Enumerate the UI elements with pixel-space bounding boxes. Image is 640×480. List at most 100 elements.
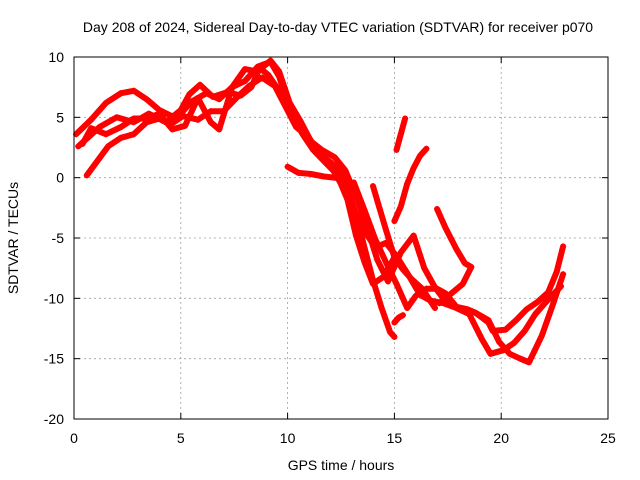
data-point	[382, 259, 389, 266]
x-tick-label: 20	[493, 430, 509, 446]
data-point	[361, 259, 368, 266]
data-point	[513, 317, 520, 324]
data-point	[391, 254, 398, 261]
x-tick-label: 25	[600, 430, 616, 446]
data-point	[361, 227, 368, 234]
data-point	[506, 350, 513, 357]
data-point	[117, 90, 124, 97]
data-point	[391, 319, 398, 326]
data-point	[370, 183, 377, 190]
data-point	[316, 150, 323, 157]
data-point	[502, 326, 509, 333]
data-point	[117, 123, 124, 130]
data-point	[391, 218, 398, 225]
data-point	[410, 232, 417, 239]
data-point	[130, 87, 137, 94]
data-point	[436, 300, 443, 307]
data-point	[186, 91, 193, 98]
data-point	[560, 271, 567, 278]
data-point	[350, 206, 357, 213]
data-point	[404, 180, 411, 187]
data-point	[320, 173, 327, 180]
data-point	[194, 116, 201, 123]
data-point	[404, 304, 411, 311]
data-series	[73, 57, 567, 366]
data-point	[376, 204, 383, 211]
data-point	[434, 285, 441, 292]
data-point	[461, 260, 468, 267]
data-point	[553, 268, 560, 275]
data-point	[487, 350, 494, 357]
data-point	[276, 68, 283, 75]
data-point	[453, 303, 460, 310]
chart-title: Day 208 of 2024, Sidereal Day-to-day VTE…	[83, 19, 593, 35]
data-point	[130, 115, 137, 122]
data-point	[342, 174, 349, 181]
data-point	[241, 66, 248, 73]
data-point	[182, 122, 189, 129]
x-tick-label: 5	[177, 430, 185, 446]
data-point	[453, 245, 460, 252]
data-point	[308, 171, 315, 178]
data-point	[534, 298, 541, 305]
y-tick-label: 5	[56, 109, 64, 125]
data-point	[103, 99, 110, 106]
data-point	[421, 265, 428, 272]
data-point	[384, 278, 391, 285]
data-point	[246, 82, 253, 89]
data-point	[521, 327, 528, 334]
y-tick-label: 0	[56, 170, 64, 186]
data-point	[472, 309, 479, 316]
x-tick-label: 10	[280, 430, 296, 446]
y-tick-label: -20	[44, 411, 64, 427]
data-point	[387, 329, 394, 336]
data-point	[105, 143, 112, 150]
data-point	[545, 296, 552, 303]
data-point	[478, 336, 485, 343]
data-point	[393, 280, 400, 287]
data-point	[361, 207, 368, 214]
data-point	[267, 57, 274, 64]
data-point	[254, 68, 261, 75]
data-point	[397, 203, 404, 210]
data-point	[378, 304, 385, 311]
data-point	[229, 84, 236, 91]
data-point	[395, 314, 402, 321]
data-point	[352, 232, 359, 239]
data-point	[293, 123, 300, 130]
series-line-10	[434, 206, 475, 307]
data-point	[408, 276, 415, 283]
data-point	[113, 114, 120, 121]
data-point	[143, 96, 150, 103]
data-point	[350, 179, 357, 186]
data-point	[94, 157, 101, 164]
data-point	[295, 169, 302, 176]
data-point	[478, 314, 485, 321]
data-point	[419, 285, 426, 292]
data-point	[241, 78, 248, 85]
data-point	[538, 332, 545, 339]
data-point	[103, 131, 110, 138]
data-point	[410, 165, 417, 172]
data-point	[284, 163, 291, 170]
data-point	[489, 327, 496, 334]
data-point	[372, 236, 379, 243]
data-point	[431, 304, 438, 311]
data-point	[423, 145, 430, 152]
data-point	[130, 131, 137, 138]
series-line-9	[391, 145, 430, 225]
data-point	[412, 292, 419, 299]
data-point	[434, 206, 441, 213]
data-point	[560, 243, 567, 250]
data-point	[79, 140, 86, 147]
data-point	[397, 249, 404, 256]
data-point	[117, 134, 124, 141]
data-point	[523, 306, 530, 313]
data-point	[399, 312, 406, 319]
data-point	[207, 108, 214, 115]
data-point	[382, 226, 389, 233]
data-point	[167, 121, 174, 128]
data-point	[156, 115, 163, 122]
data-point	[197, 81, 204, 88]
